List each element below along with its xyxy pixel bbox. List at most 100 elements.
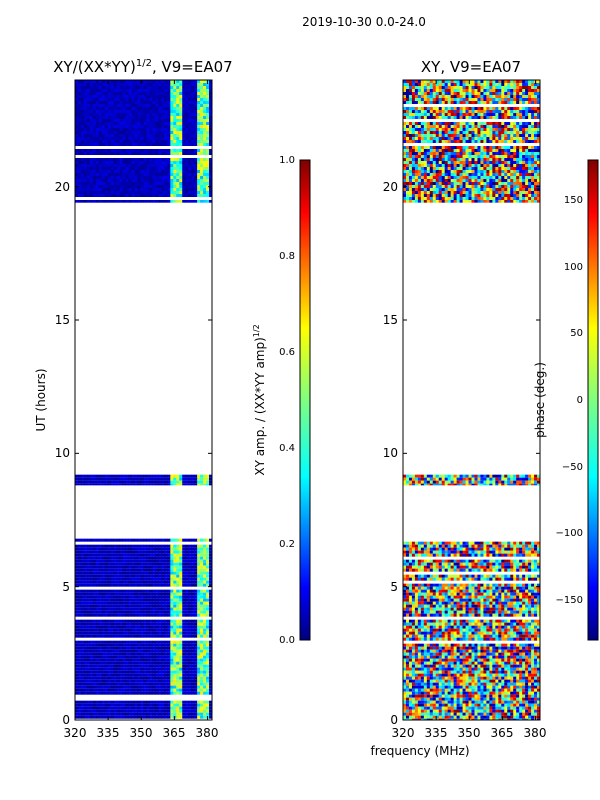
- heatmap-cell: [104, 643, 109, 647]
- heatmap-cell: [191, 673, 195, 677]
- heatmap-cell: [125, 646, 130, 650]
- heatmap-cell: [131, 559, 135, 563]
- heatmap-cell: [122, 477, 127, 481]
- heatmap-cell: [131, 649, 135, 653]
- heatmap-cell: [504, 568, 508, 572]
- heatmap-cell: [104, 679, 109, 683]
- heatmap-cell: [206, 622, 210, 626]
- heatmap-cell: [498, 568, 502, 572]
- heatmap-cell: [137, 544, 141, 548]
- heatmap-cell: [98, 131, 103, 134]
- heatmap-cell: [185, 149, 189, 152]
- heatmap-cell: [411, 547, 416, 551]
- heatmap-cell: [534, 550, 538, 554]
- heatmap-cell: [173, 164, 177, 167]
- heatmap-cell: [131, 95, 135, 98]
- heatmap-cell: [140, 661, 144, 665]
- heatmap-cell: [137, 83, 141, 86]
- heatmap-cell: [143, 173, 147, 176]
- heatmap-cell: [471, 562, 475, 566]
- heatmap-cell: [92, 571, 97, 575]
- heatmap-cell: [206, 164, 210, 167]
- heatmap-cell: [116, 652, 121, 656]
- heatmap-cell: [131, 577, 135, 581]
- heatmap-cell: [158, 715, 162, 719]
- heatmap-cell: [101, 191, 106, 194]
- heatmap-cell: [197, 622, 201, 626]
- heatmap-cell: [200, 595, 204, 599]
- heatmap-cell: [209, 709, 212, 713]
- heatmap-cell: [209, 577, 212, 581]
- heatmap-cell: [83, 688, 88, 692]
- heatmap-cell: [152, 649, 156, 653]
- heatmap-cell: [146, 634, 150, 638]
- heatmap-cell: [107, 83, 112, 86]
- heatmap-cell: [101, 649, 106, 653]
- heatmap-cell: [486, 553, 490, 557]
- heatmap-cell: [116, 188, 121, 191]
- heatmap-cell: [173, 191, 177, 194]
- heatmap-cell: [75, 661, 79, 665]
- heatmap-cell: [179, 83, 183, 86]
- heatmap-cell: [206, 667, 210, 671]
- heatmap-cell: [164, 658, 168, 662]
- heatmap-cell: [122, 583, 127, 587]
- heatmap-cell: [480, 583, 484, 587]
- heatmap-cell: [101, 643, 106, 647]
- heatmap-cell: [95, 652, 100, 656]
- heatmap-cell: [116, 685, 121, 689]
- heatmap-cell: [501, 574, 505, 578]
- heatmap-cell: [113, 613, 118, 617]
- heatmap-cell: [176, 95, 180, 98]
- heatmap-cell: [155, 152, 159, 155]
- heatmap-cell: [80, 688, 85, 692]
- heatmap-cell: [95, 622, 100, 626]
- heatmap-cell: [453, 562, 458, 566]
- heatmap-cell: [128, 158, 132, 161]
- heatmap-cell: [191, 709, 195, 713]
- heatmap-cell: [104, 140, 109, 143]
- heatmap-cell: [143, 652, 147, 656]
- heatmap-cell: [116, 664, 121, 668]
- heatmap-cell: [116, 670, 121, 674]
- heatmap-cell: [170, 685, 174, 689]
- heatmap-cell: [203, 673, 207, 677]
- heatmap-cell: [107, 562, 112, 566]
- heatmap-cell: [146, 673, 150, 677]
- heatmap-cell: [143, 682, 147, 686]
- heatmap-cell: [152, 676, 156, 680]
- heatmap-cell: [161, 143, 165, 146]
- heatmap-cell: [143, 646, 147, 650]
- heatmap-cell: [113, 565, 118, 569]
- heatmap-cell: [128, 577, 132, 581]
- heatmap-cell: [209, 116, 212, 119]
- heatmap-cell: [134, 191, 138, 194]
- heatmap-cell: [116, 80, 121, 83]
- heatmap-cell: [110, 619, 115, 623]
- heatmap-cell: [152, 131, 156, 134]
- heatmap-cell: [113, 483, 118, 486]
- heatmap-cell: [170, 152, 174, 155]
- heatmap-cell: [116, 176, 121, 179]
- heatmap-cell: [188, 622, 192, 626]
- heatmap-cell: [164, 679, 168, 683]
- heatmap-cell: [191, 185, 195, 188]
- heatmap-cell: [182, 712, 186, 716]
- heatmap-cell: [155, 474, 159, 478]
- heatmap-cell: [137, 679, 141, 683]
- heatmap-cell: [200, 685, 204, 689]
- heatmap-cell: [101, 188, 106, 191]
- heatmap-cell: [191, 628, 195, 632]
- heatmap-cell: [113, 577, 118, 581]
- heatmap-cell: [465, 562, 469, 566]
- heatmap-cell: [110, 670, 115, 674]
- heatmap-cell: [200, 122, 204, 125]
- heatmap-cell: [104, 628, 109, 632]
- heatmap-cell: [161, 595, 165, 599]
- heatmap-cell: [119, 89, 124, 92]
- heatmap-cell: [149, 550, 153, 554]
- heatmap-cell: [119, 574, 124, 578]
- heatmap-cell: [155, 595, 159, 599]
- heatmap-cell: [191, 619, 195, 623]
- heatmap-cell: [456, 547, 460, 551]
